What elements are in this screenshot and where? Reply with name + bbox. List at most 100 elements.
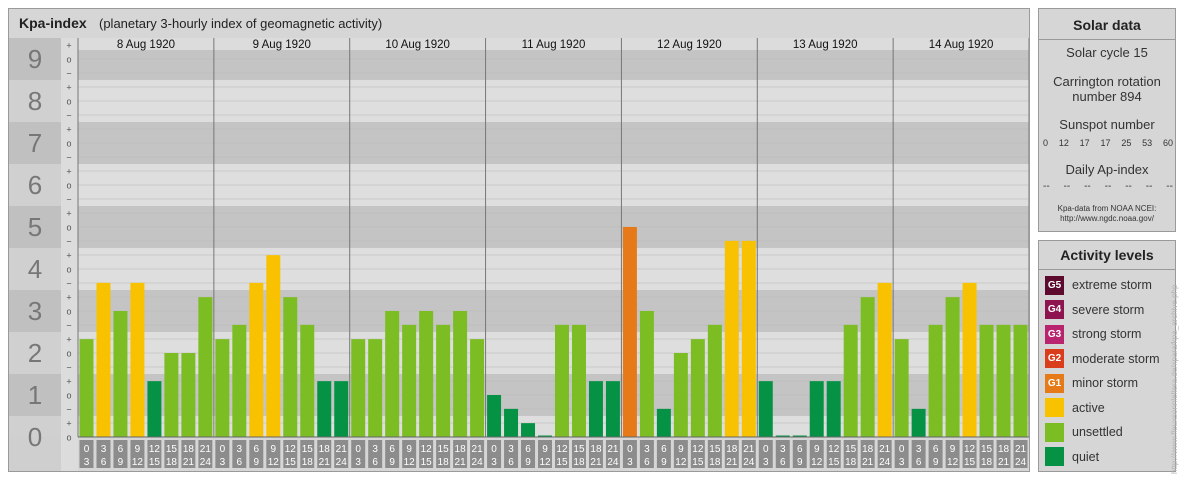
ap-value: -- <box>1104 181 1112 192</box>
kp-bar <box>130 282 145 437</box>
y-minor-label: o <box>66 97 71 107</box>
hour-label-start: 9 <box>135 444 141 455</box>
hour-label-start: 6 <box>933 444 939 455</box>
kp-bar <box>860 297 875 437</box>
hour-label-end: 15 <box>285 457 297 468</box>
hour-cell <box>639 440 654 468</box>
hour-label-end: 9 <box>525 457 531 468</box>
hour-label-end: 3 <box>355 457 361 468</box>
legend-label: moderate storm <box>1072 351 1160 366</box>
y-tick-label: 2 <box>28 338 42 368</box>
y-minor-label: + <box>66 209 71 219</box>
hour-label-end: 18 <box>981 457 993 468</box>
ap-index-values: -- -- -- -- -- -- -- <box>1043 181 1173 192</box>
divider <box>1039 269 1175 270</box>
hour-label-end: 12 <box>811 457 823 468</box>
hour-label-end: 21 <box>455 457 467 468</box>
hour-cell <box>521 440 536 468</box>
kp-bar <box>792 435 807 437</box>
kp-bar <box>826 381 841 437</box>
hour-label-start: 21 <box>743 444 755 455</box>
hour-label-end: 12 <box>404 457 416 468</box>
solar-cycle: Solar cycle 15 <box>1066 45 1148 60</box>
day-label: 11 Aug 1920 <box>522 39 586 51</box>
hour-cell <box>181 440 196 468</box>
data-credit-url: http://www.ngdc.noaa.gov/ <box>1060 214 1154 223</box>
hour-cell <box>317 440 332 468</box>
hour-label-end: 15 <box>964 457 976 468</box>
y-minor-label: o <box>66 433 71 443</box>
hour-cell <box>690 440 705 468</box>
hour-label-start: 3 <box>916 444 922 455</box>
kp-bar <box>622 227 637 437</box>
day-header-strip <box>78 38 1029 50</box>
y-minor-label: + <box>66 251 71 261</box>
hour-label-start: 3 <box>644 444 650 455</box>
y-band-label-bg <box>9 80 61 122</box>
legend-swatch: G2 <box>1045 349 1064 368</box>
y-minor-label: − <box>66 321 71 331</box>
hour-cell <box>622 440 637 468</box>
hour-label-end: 15 <box>556 457 568 468</box>
day-label: 8 Aug 1920 <box>117 39 175 51</box>
kp-bar <box>470 339 485 437</box>
y-minor-label: o <box>66 55 71 65</box>
chart-title: Kpa-index <box>19 15 87 31</box>
y-minor-label: − <box>66 279 71 289</box>
hour-label-end: 12 <box>132 457 144 468</box>
legend-swatch <box>1045 447 1064 466</box>
kp-bar <box>928 324 943 437</box>
hour-label-end: 6 <box>101 457 107 468</box>
hour-cell <box>741 440 756 468</box>
hour-label-end: 6 <box>916 457 922 468</box>
hour-label-end: 15 <box>828 457 840 468</box>
kp-bar <box>724 240 739 437</box>
y-band-label-bg <box>9 164 61 206</box>
y-tick-label: 0 <box>28 422 42 452</box>
legend-label: strong storm <box>1072 327 1142 341</box>
hour-label-start: 3 <box>372 444 378 455</box>
kp-bar <box>113 311 128 437</box>
hour-label-end: 6 <box>237 457 243 468</box>
hour-cell <box>538 440 552 468</box>
kp-bar <box>79 339 94 437</box>
hour-label-end: 15 <box>149 457 161 468</box>
hour-label-start: 6 <box>389 444 395 455</box>
hour-cell <box>826 440 841 468</box>
kp-bar <box>521 423 536 437</box>
kp-bar <box>385 311 400 437</box>
y-band-label-bg <box>9 122 61 164</box>
y-minor-label: + <box>66 125 71 135</box>
chart-subtitle: (planetary 3-hourly index of geomagnetic… <box>99 16 383 31</box>
kp-bar <box>639 311 654 437</box>
y-minor-label: − <box>66 237 71 247</box>
y-minor-label: o <box>66 181 71 191</box>
hour-cell <box>147 440 162 468</box>
y-minor-label: + <box>66 41 71 51</box>
hour-label-end: 18 <box>845 457 857 468</box>
hour-label-start: 18 <box>183 444 195 455</box>
hour-label-end: 3 <box>627 457 633 468</box>
y-minor-axis-background <box>61 38 78 471</box>
kp-bar <box>317 381 332 437</box>
hour-label-start: 12 <box>149 444 161 455</box>
hour-cell <box>809 440 824 468</box>
kp-bar <box>758 381 773 437</box>
legend-swatch: G5 <box>1045 275 1064 295</box>
hour-label-start: 12 <box>556 444 568 455</box>
y-minor-label: + <box>66 335 71 345</box>
y-tick-label: 3 <box>28 296 42 326</box>
hour-label-start: 18 <box>319 444 331 455</box>
hour-cell <box>266 440 281 468</box>
kp-bar <box>419 311 434 437</box>
hour-label-start: 0 <box>355 444 361 455</box>
hour-label-end: 21 <box>862 457 874 468</box>
hour-cell <box>453 440 468 468</box>
legend-item: active <box>1045 398 1105 417</box>
y-minor-label: + <box>66 377 71 387</box>
hour-label-start: 15 <box>166 444 178 455</box>
ap-value: -- <box>1063 181 1071 192</box>
hour-cell <box>656 440 671 468</box>
kp-bar <box>96 282 111 437</box>
